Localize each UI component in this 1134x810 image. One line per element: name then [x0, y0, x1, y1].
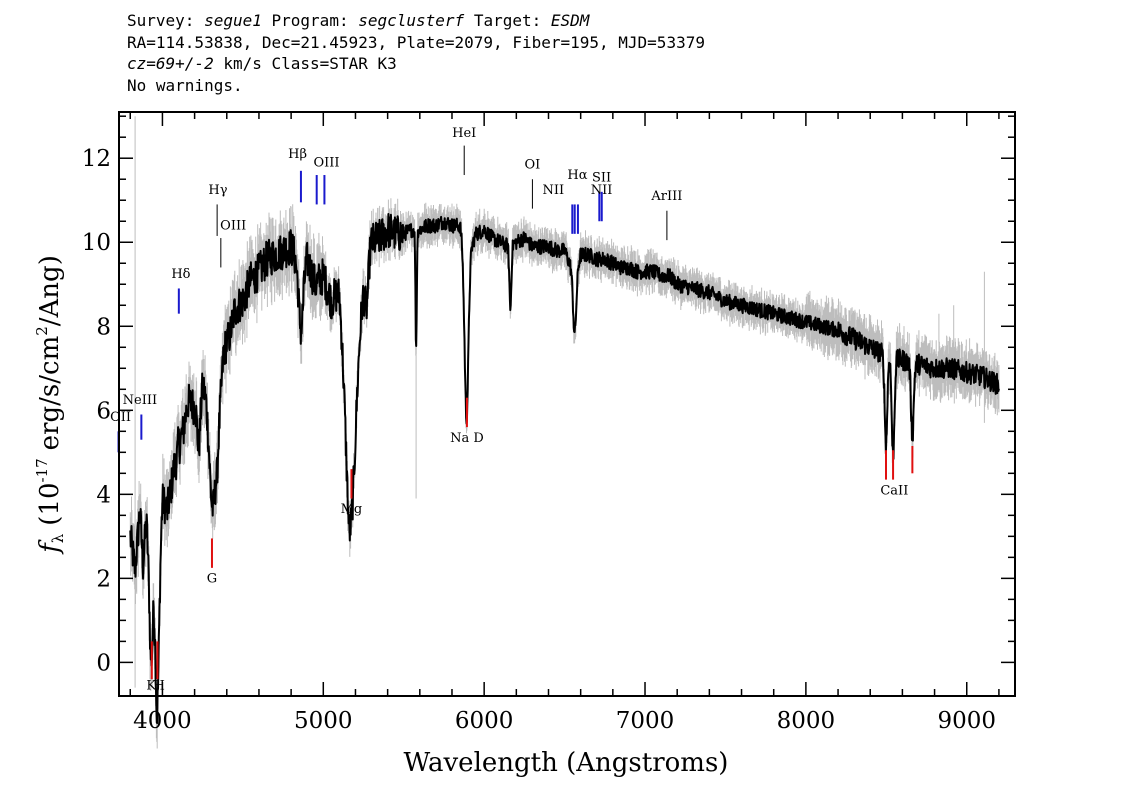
header-line-survey: Survey: segue1 Program: segclusterf Targ…	[127, 10, 705, 32]
y-axis-label: fλ(10-17erg/s/cm2/Ang)	[33, 255, 67, 555]
line-label-mg: Mg	[341, 502, 363, 517]
line-label-hβ: Hβ	[288, 147, 307, 162]
y-tick-label: 2	[96, 566, 111, 592]
flux-line	[129, 213, 1000, 725]
line-label-sii: SII	[592, 170, 611, 185]
x-tick-label: 9000	[937, 708, 996, 734]
line-label-hα: Hα	[567, 168, 587, 183]
error-band	[129, 116, 1000, 749]
line-label-hγ: Hγ	[208, 183, 227, 198]
y-tick-label: 0	[96, 650, 111, 676]
plot-frame	[118, 111, 1016, 697]
line-label-na-d: Na D	[450, 431, 484, 446]
survey-label: Survey:	[127, 11, 195, 30]
line-label-hei: HeI	[452, 126, 476, 141]
header-line-redshift: cz=69+/-2 km/s Class=STAR K3	[127, 53, 705, 75]
y-label-sub: λ	[49, 533, 67, 543]
line-label-oiii: OIII	[313, 156, 339, 171]
line-label-caii: CaII	[880, 483, 908, 498]
x-tick-label: 7000	[616, 708, 675, 734]
line-label-hδ: Hδ	[171, 267, 190, 282]
y-tick-label: 4	[96, 482, 111, 508]
header-line-warnings: No warnings.	[127, 75, 243, 95]
line-label-neiii: NeIII	[123, 393, 157, 408]
y-label-exp: -17	[33, 458, 51, 482]
header-line-coordinates: RA=114.53838, Dec=21.45923, Plate=2079, …	[127, 32, 705, 52]
line-label-oii: OII	[110, 410, 131, 425]
line-label-nii: NII	[542, 183, 564, 198]
ticks: 4000 5000 6000 7000 8000 9000 0 2 4 6 8 10 12	[82, 112, 1015, 734]
cz-value: cz=69+/-2	[127, 54, 214, 73]
error-band-path	[129, 116, 1000, 749]
x-tick-label: 6000	[455, 708, 514, 734]
line-label-oiii: OIII	[220, 219, 246, 234]
line-label-ariii: ArIII	[650, 189, 682, 204]
line-label-nii: NII	[591, 183, 613, 198]
survey-value: segue1	[204, 11, 262, 30]
line-label-oi: OI	[525, 158, 541, 173]
y-label-end: /Ang)	[35, 255, 65, 326]
program-value: segclusterf	[358, 11, 465, 30]
x-tick-label: 5000	[294, 708, 353, 734]
line-label-h: H	[154, 679, 165, 694]
line-label-g: G	[207, 572, 217, 587]
target-value: ESDM	[550, 11, 590, 30]
y-label-units: erg/s/cm	[35, 336, 65, 451]
cz-unit-class: km/s Class=STAR K3	[223, 54, 397, 73]
line-label-k: K	[146, 679, 156, 694]
y-tick-label: 8	[96, 314, 111, 340]
y-label-exp2: 2	[33, 326, 51, 336]
x-tick-label: 4000	[133, 708, 192, 734]
y-tick-label: 12	[82, 146, 111, 172]
axes	[118, 111, 1016, 697]
target-label: Target:	[473, 11, 542, 30]
x-axis-label: Wavelength (Angstroms)	[404, 748, 729, 778]
x-tick-label: 8000	[777, 708, 836, 734]
y-tick-label: 10	[82, 230, 111, 256]
spectrum-header: Survey: segue1 Program: segclusterf Targ…	[127, 10, 705, 96]
flux-series	[129, 213, 1000, 725]
y-tick-label: 6	[96, 398, 111, 424]
program-label: Program:	[271, 11, 349, 30]
y-label-main: (10	[35, 482, 65, 525]
